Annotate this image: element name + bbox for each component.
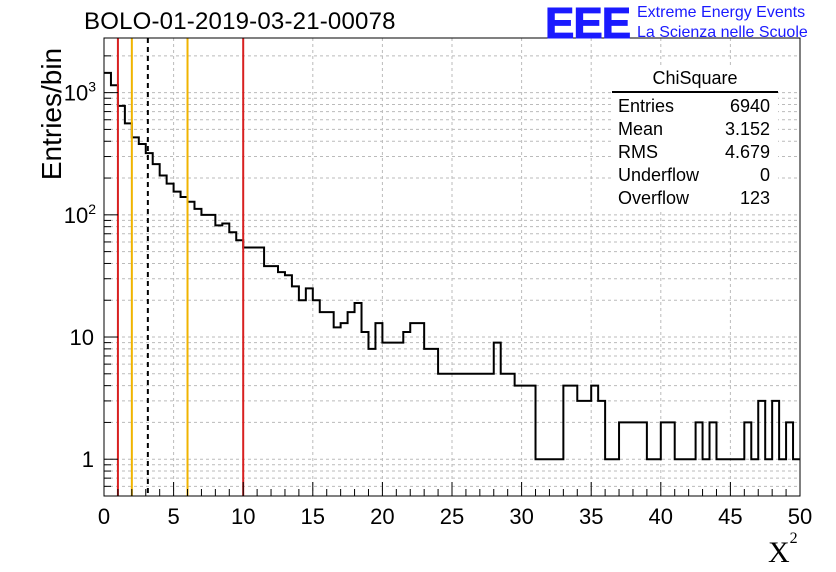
stats-value: 3.152 [724,119,770,139]
x-tick-label: 5 [167,504,179,529]
x-tick-label: 50 [788,504,812,529]
chart-title: BOLO-01-2019-03-21-00078 [84,8,396,35]
y-tick-label: 1 [82,447,94,472]
stats-value: 6940 [729,96,770,116]
y-axis-label: Entries/bin [36,47,67,181]
x-tick-label: 0 [98,504,110,529]
x-tick-label: 10 [231,504,255,529]
stats-row: Entries 6940 [612,95,778,118]
x-tick-label: 25 [440,504,464,529]
stats-value: 0 [759,165,770,185]
stats-title: ChiSquare [612,68,778,93]
histogram-series [104,71,800,461]
eee-logo: EEE [544,0,631,48]
y-tick-label: 102 [64,201,96,228]
x-axis-label-exponent: 2 [789,530,798,547]
stats-row: Underflow 0 [612,164,778,187]
stats-label: Overflow [618,188,690,208]
x-axis-label-base: X [768,536,790,569]
x-tick-label: 35 [579,504,603,529]
stats-row: RMS 4.679 [612,141,778,164]
stats-row: Mean 3.152 [612,118,778,141]
y-tick-label: 103 [64,79,96,106]
x-tick-label: 45 [718,504,742,529]
x-tick-label: 40 [649,504,673,529]
stats-row: Overflow 123 [612,187,778,210]
stats-label: Mean [618,119,664,139]
stats-value: 123 [739,188,770,208]
y-tick-label: 10 [70,325,94,350]
stats-label: Underflow [618,165,700,185]
stats-label: Entries [618,96,675,116]
x-tick-label: 15 [301,504,325,529]
x-tick-label: 30 [509,504,533,529]
logo-line-1: Extreme Energy Events [637,4,806,21]
x-tick-label: 20 [370,504,394,529]
stats-box: ChiSquare Entries 6940 Mean 3.152 RMS 4.679… [612,68,778,210]
x-axis-label: X2 [768,530,798,570]
stats-value: 4.679 [724,142,770,162]
logo-line-2: La Scienza nelle Scuole [637,24,808,41]
stats-label: RMS [618,142,658,162]
